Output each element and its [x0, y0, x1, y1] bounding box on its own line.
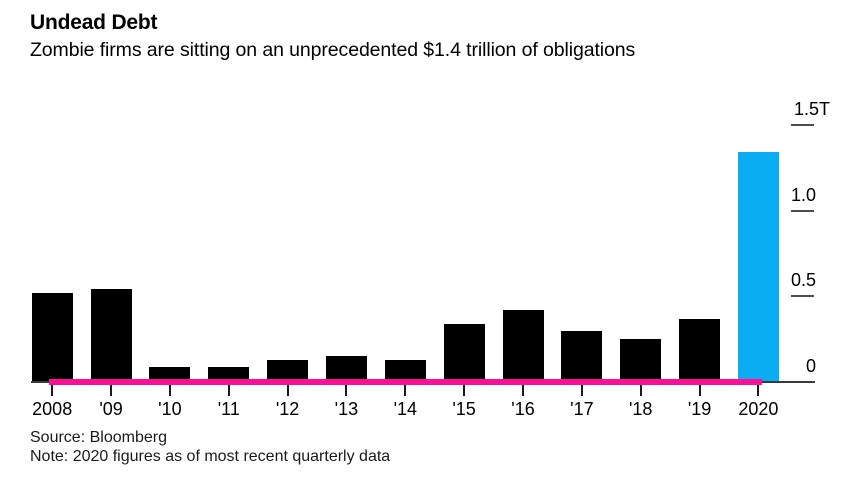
y-axis-label: 1.0	[790, 184, 816, 205]
chart-subtitle: Zombie firms are sitting on an unprecede…	[30, 39, 636, 61]
x-axis-tick	[404, 385, 407, 396]
x-axis-label: '19	[687, 399, 712, 419]
bar-16	[502, 310, 544, 382]
x-axis-tick	[227, 385, 230, 396]
x-axis-tick	[51, 385, 54, 396]
bar-11	[208, 366, 250, 382]
x-axis-tick	[345, 385, 348, 396]
x-axis-label: '15	[452, 399, 476, 419]
bar-18	[620, 339, 662, 382]
chart-footer: Source: Bloomberg Note: 2020 figures as …	[30, 429, 390, 466]
x-axis-label: '16	[511, 399, 535, 419]
baseline-accent-line	[49, 378, 762, 385]
bar-17	[561, 330, 603, 382]
x-axis-label: '17	[570, 399, 594, 419]
x-axis-label: '10	[158, 399, 182, 419]
bar-09	[90, 289, 132, 382]
bar-2020	[737, 152, 779, 382]
x-axis-tick	[168, 385, 171, 396]
x-axis-label: '13	[334, 399, 359, 419]
x-axis-label: '14	[393, 399, 418, 419]
bar-19	[679, 318, 721, 382]
x-axis-tick	[286, 385, 289, 396]
bar-12	[267, 359, 309, 382]
bar-13	[325, 356, 367, 382]
y-axis-label: 0	[805, 356, 816, 376]
y-axis-label: 1.5T	[793, 98, 830, 119]
source-line: Source: Bloomberg	[30, 429, 167, 446]
x-axis-tick	[639, 385, 642, 396]
x-axis-label: '11	[217, 399, 240, 419]
x-axis-tick	[580, 385, 583, 396]
x-axis-tick	[757, 385, 760, 396]
y-axis-tick-dash	[791, 295, 814, 298]
x-axis-tick	[698, 385, 701, 396]
bar-2008	[31, 292, 73, 382]
x-axis-label: 2008	[32, 399, 73, 419]
y-axis-tick-dash	[791, 123, 814, 126]
x-axis-tick	[463, 385, 466, 396]
note-line: Note: 2020 figures as of most recent qua…	[30, 447, 391, 465]
x-axis-tick	[522, 385, 524, 396]
bar-15	[443, 323, 485, 382]
x-axis-label: '09	[99, 399, 123, 419]
y-axis-label: 0.5	[790, 270, 816, 291]
y-axis-tick-dash	[791, 209, 814, 212]
bar-14	[384, 359, 426, 382]
chart-title: Undead Debt	[30, 11, 158, 34]
x-axis-label: '18	[628, 399, 653, 419]
bar-10	[149, 366, 191, 382]
x-axis-tick	[110, 385, 113, 396]
x-axis-label: 2020	[738, 399, 779, 419]
x-axis-label: '12	[275, 399, 300, 419]
